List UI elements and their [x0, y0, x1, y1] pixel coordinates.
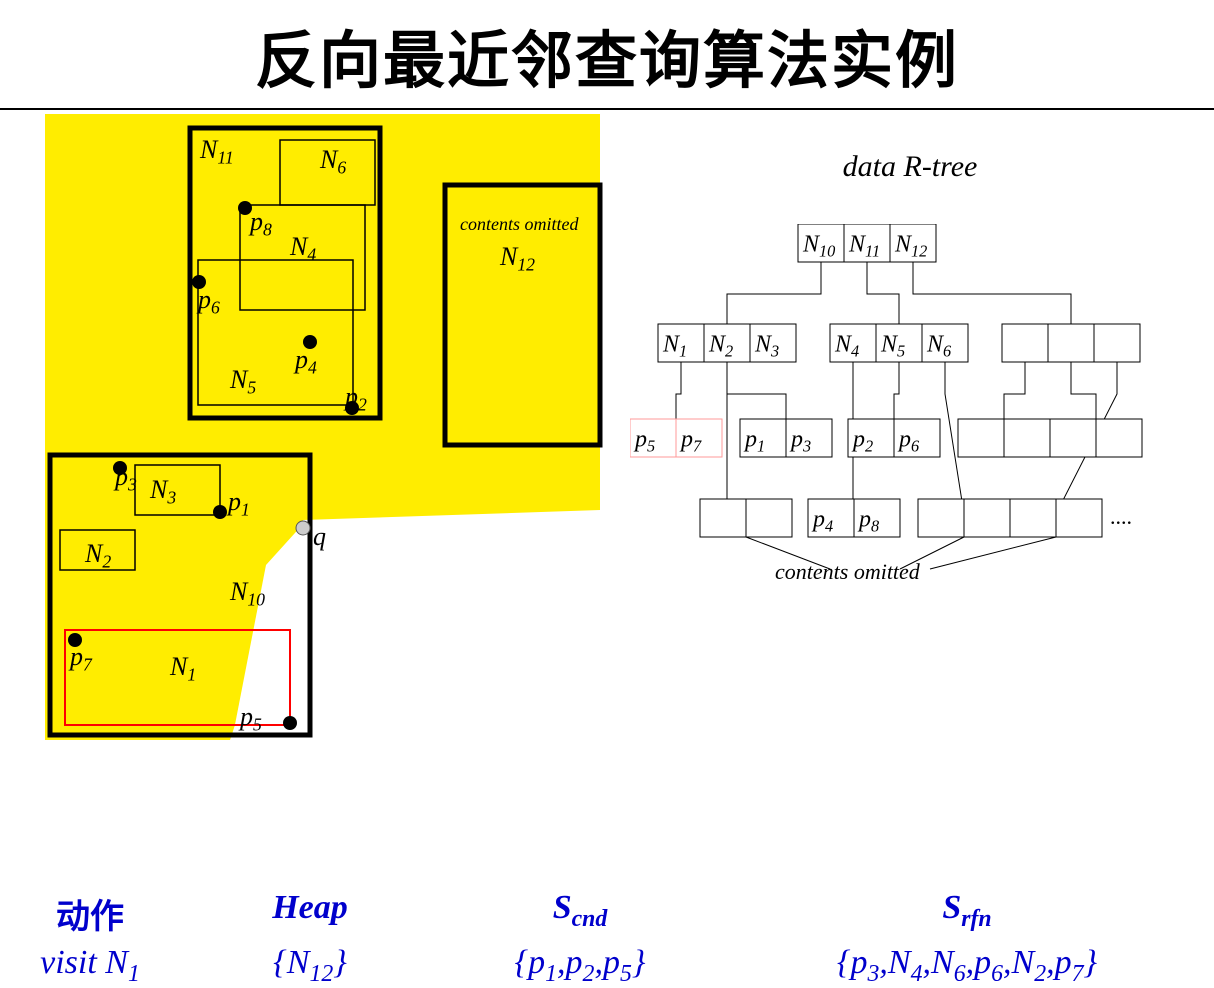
- cell-scnd: {p1,p2,p5}: [440, 944, 720, 988]
- rtree-diagram: N10N11N12N1N2N3N4N5N6p5p7p1p3p2p6p4p8con…: [630, 224, 1160, 604]
- tree-cell: [700, 499, 746, 537]
- svg-text:....: ....: [1110, 504, 1132, 529]
- spatial-diagram: N11N6p8N4p6p4N5p2contents omittedN12p3N3…: [0, 110, 620, 750]
- content-area: N11N6p8N4p6p4N5p2contents omittedN12p3N3…: [0, 110, 1214, 870]
- tree-cell: [1002, 324, 1048, 362]
- point-p1: [213, 505, 227, 519]
- col-srfn-header: Srfn: [720, 889, 1214, 938]
- tree-cell: [918, 499, 964, 537]
- state-table: 动作 Heap Scnd Srfn visit N1 {N12} {p1,p2,…: [0, 889, 1214, 988]
- cell-heap: {N12}: [180, 944, 440, 988]
- table-header-row: 动作 Heap Scnd Srfn: [0, 889, 1214, 938]
- svg-text:q: q: [313, 522, 326, 551]
- rtree-area: data R-tree N10N11N12N1N2N3N4N5N6p5p7p1p…: [630, 150, 1190, 604]
- tree-cell: [1048, 324, 1094, 362]
- tree-cell: [958, 419, 1004, 457]
- tree-cell: [1096, 419, 1142, 457]
- cell-action: visit N1: [0, 944, 180, 988]
- page-title: 反向最近邻查询算法实例: [0, 0, 1214, 110]
- col-heap-header: Heap: [180, 889, 440, 938]
- point-q: [296, 521, 310, 535]
- tree-cell: [964, 499, 1010, 537]
- col-action-header: 动作: [0, 889, 180, 938]
- table-row: visit N1 {N12} {p1,p2,p5} {p3,N4,N6,p6,N…: [0, 944, 1214, 988]
- point-p5: [283, 716, 297, 730]
- tree-cell: [1010, 499, 1056, 537]
- tree-cell: [1004, 419, 1050, 457]
- tree-cell: [1056, 499, 1102, 537]
- tree-cell: [746, 499, 792, 537]
- tree-cell: [1094, 324, 1140, 362]
- svg-text:contents omitted: contents omitted: [775, 559, 921, 584]
- rtree-title: data R-tree: [630, 150, 1190, 184]
- col-scnd-header: Scnd: [440, 889, 720, 938]
- tree-cell: [1050, 419, 1096, 457]
- svg-text:contents omitted: contents omitted: [460, 214, 579, 234]
- cell-srfn: {p3,N4,N6,p6,N2,p7}: [720, 944, 1214, 988]
